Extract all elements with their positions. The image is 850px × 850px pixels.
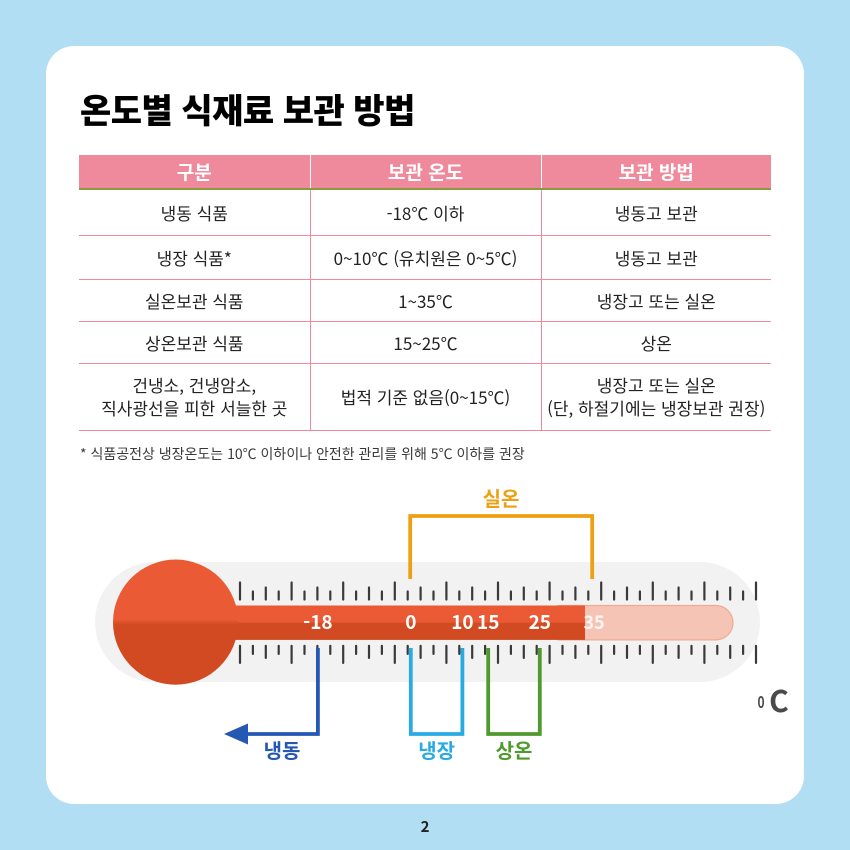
svg-text:25: 25	[529, 608, 551, 635]
svg-text:C: C	[769, 677, 789, 721]
svg-text:0: 0	[405, 608, 416, 635]
svg-text:실온: 실온	[483, 483, 520, 512]
svg-text:상온: 상온	[496, 735, 533, 764]
svg-text:10: 10	[451, 608, 473, 635]
svg-text:15: 15	[477, 608, 499, 635]
svg-text:0: 0	[757, 691, 764, 714]
svg-text:35: 35	[583, 609, 604, 635]
svg-text:-18: -18	[303, 608, 332, 635]
svg-text:냉동: 냉동	[264, 735, 301, 764]
svg-text:냉장: 냉장	[418, 735, 455, 764]
